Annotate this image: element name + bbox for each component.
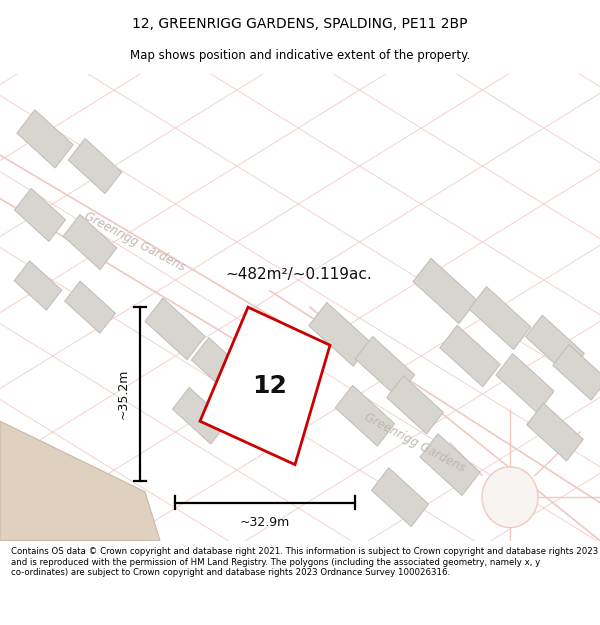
Polygon shape xyxy=(553,344,600,400)
Text: ~482m²/~0.119ac.: ~482m²/~0.119ac. xyxy=(225,267,372,282)
Polygon shape xyxy=(172,388,227,444)
Polygon shape xyxy=(420,434,480,496)
Polygon shape xyxy=(17,110,73,168)
Polygon shape xyxy=(335,386,395,446)
Polygon shape xyxy=(527,403,583,461)
Polygon shape xyxy=(0,421,160,541)
Polygon shape xyxy=(496,354,554,413)
Text: Map shows position and indicative extent of the property.: Map shows position and indicative extent… xyxy=(130,49,470,62)
Polygon shape xyxy=(526,315,584,375)
Polygon shape xyxy=(68,139,122,194)
Polygon shape xyxy=(191,338,248,396)
Polygon shape xyxy=(440,325,500,387)
Polygon shape xyxy=(309,302,371,366)
Circle shape xyxy=(482,467,538,528)
Polygon shape xyxy=(145,298,205,360)
Polygon shape xyxy=(355,336,415,398)
Text: Greenrigg Gardens: Greenrigg Gardens xyxy=(82,210,188,274)
Polygon shape xyxy=(413,258,477,324)
Text: ~32.9m: ~32.9m xyxy=(240,516,290,529)
Polygon shape xyxy=(14,261,62,310)
Text: 12, GREENRIGG GARDENS, SPALDING, PE11 2BP: 12, GREENRIGG GARDENS, SPALDING, PE11 2B… xyxy=(132,17,468,31)
Text: Greenrigg Gardens: Greenrigg Gardens xyxy=(362,411,468,475)
Text: 12: 12 xyxy=(253,374,287,399)
Polygon shape xyxy=(63,214,117,269)
Polygon shape xyxy=(469,287,531,349)
Polygon shape xyxy=(387,376,443,434)
Polygon shape xyxy=(200,307,330,464)
Polygon shape xyxy=(371,468,428,527)
Text: ~35.2m: ~35.2m xyxy=(117,369,130,419)
Polygon shape xyxy=(65,281,115,333)
Text: Contains OS data © Crown copyright and database right 2021. This information is : Contains OS data © Crown copyright and d… xyxy=(11,548,598,577)
Polygon shape xyxy=(14,188,65,241)
